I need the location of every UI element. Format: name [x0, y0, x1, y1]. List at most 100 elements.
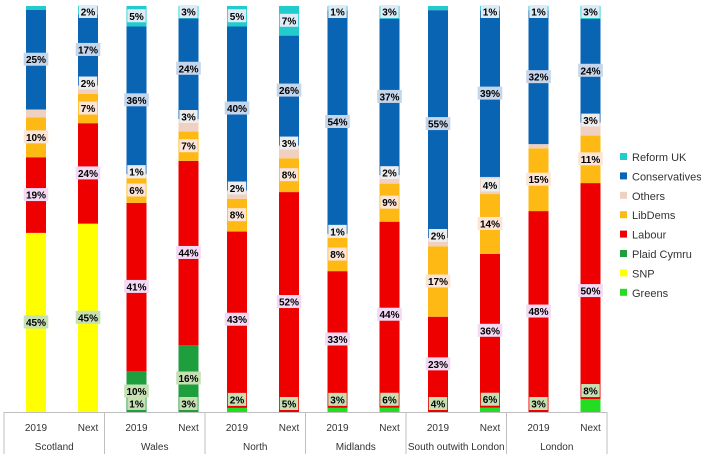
data-label-bg [75, 310, 101, 324]
bar-segment-others [227, 190, 247, 199]
data-label-bg [75, 42, 101, 56]
data-label-reform-uk: 3% [382, 8, 397, 19]
data-label-bg [380, 392, 399, 406]
group-label-scotland: Scotland [35, 442, 74, 453]
data-label-bg [127, 397, 146, 410]
legend-label-plaid-cymru: Plaid Cymru [632, 249, 692, 261]
data-label-bg [529, 5, 548, 18]
data-label-bg [227, 181, 247, 195]
data-label-bg [425, 274, 451, 288]
x-tick-label: 2019 [125, 423, 148, 434]
legend: Reform UK Conservatives Others LibDems Labou… [620, 152, 701, 300]
data-label-bg [176, 245, 201, 259]
data-label-bg [377, 307, 402, 321]
data-label-bg [581, 5, 600, 18]
bar-segment-others [428, 238, 448, 247]
data-label-bg [380, 5, 399, 18]
data-label-reform-uk: 2% [81, 8, 96, 19]
data-label-greens: 6% [382, 395, 397, 406]
legend-label-libdems: LibDems [632, 210, 676, 222]
legend-swatch-labour [620, 230, 627, 238]
data-label-bg [328, 392, 347, 406]
legend-label-reform-uk: Reform UK [632, 152, 687, 164]
data-label-bg [581, 113, 600, 127]
data-label-conservatives: 55% [428, 120, 448, 131]
data-label-conservatives: 24% [580, 66, 600, 77]
data-label-others: 3% [583, 116, 598, 127]
bar-segment-greens [379, 407, 400, 412]
data-label-snp: 45% [26, 318, 46, 329]
data-label-conservatives: 32% [528, 73, 548, 84]
data-label-bg [526, 304, 551, 318]
x-tick-label: 2019 [427, 423, 450, 434]
data-label-reform-uk: 1% [330, 8, 345, 19]
data-label-bg [578, 63, 603, 77]
legend-label-conservatives: Conservatives [632, 171, 701, 183]
legend-swatch-conservatives [620, 172, 627, 180]
data-label-snp: 45% [78, 313, 98, 324]
x-tick-label: 2019 [527, 423, 550, 434]
x-tick-label: 2019 [226, 423, 249, 434]
data-label-bg [124, 93, 149, 107]
data-label-conservatives: 26% [279, 86, 299, 97]
data-label-libdems: 14% [480, 219, 500, 230]
legend-swatch-reform-uk [620, 153, 627, 160]
data-label-bg [224, 101, 250, 115]
data-label-bg [78, 5, 98, 18]
data-label-others: 2% [81, 79, 96, 90]
x-tick-label: Next [379, 423, 400, 434]
data-label-libdems: 11% [581, 155, 601, 166]
x-axis: 2019 Next 2019 Next 2019 Next 2019 Next 2019 Next… [3, 412, 608, 454]
data-label-others: 3% [282, 139, 297, 150]
bar-segment-greens [480, 407, 500, 412]
data-label-bg [425, 117, 451, 131]
bar-segment-others [26, 109, 46, 118]
data-label-bg [227, 392, 247, 406]
group-label-london: London [540, 442, 573, 453]
data-label-bg [581, 384, 600, 398]
data-label-bg [477, 216, 503, 230]
x-tick-label: Next [178, 423, 199, 434]
data-label-greens: 4% [431, 400, 446, 411]
data-label-conservatives: 24% [178, 64, 198, 75]
data-label-bg [23, 52, 49, 66]
group-label-south-outwith-london: South outwith London [408, 442, 505, 453]
legend-label-others: Others [632, 191, 666, 203]
data-label-conservatives: 25% [26, 55, 46, 66]
data-label-labour: 50% [580, 287, 600, 298]
data-label-bg [425, 357, 451, 371]
data-label-libdems: 10% [26, 133, 46, 144]
legend-swatch-greens [620, 288, 627, 296]
data-label-reform-uk: 5% [129, 12, 144, 23]
legend-swatch-libdems [620, 211, 627, 219]
data-label-bg [526, 172, 551, 186]
data-label-bg [428, 397, 448, 410]
group-label-wales: Wales [141, 442, 168, 453]
legend-label-labour: Labour [632, 230, 667, 242]
data-label-conservatives: 39% [480, 89, 500, 100]
data-label-greens: 2% [230, 395, 245, 406]
data-label-labour: 52% [279, 298, 299, 309]
data-label-bg [380, 195, 399, 209]
data-label-bg [480, 5, 500, 18]
data-label-libdems: 7% [181, 142, 196, 153]
data-label-reform-uk: 3% [181, 8, 196, 19]
data-label-libdems: 6% [129, 186, 144, 197]
data-label-bg [224, 312, 250, 326]
data-label-reform-uk: 1% [483, 8, 498, 19]
data-label-bg [179, 139, 198, 153]
data-label-others: 2% [431, 232, 446, 243]
data-label-others: 2% [382, 169, 397, 180]
data-label-labour: 24% [78, 169, 98, 180]
data-label-bg [477, 323, 503, 337]
data-label-greens: 1% [129, 400, 144, 411]
x-tick-label: Next [279, 423, 300, 434]
data-label-greens: 3% [181, 400, 196, 411]
data-label-bg [477, 86, 503, 100]
data-label-bg [78, 76, 98, 90]
data-label-bg [380, 166, 399, 180]
data-label-labour: 48% [528, 307, 548, 318]
data-label-bg [127, 165, 146, 179]
bar-layer [26, 6, 601, 412]
data-label-reform-uk: 3% [583, 8, 598, 19]
